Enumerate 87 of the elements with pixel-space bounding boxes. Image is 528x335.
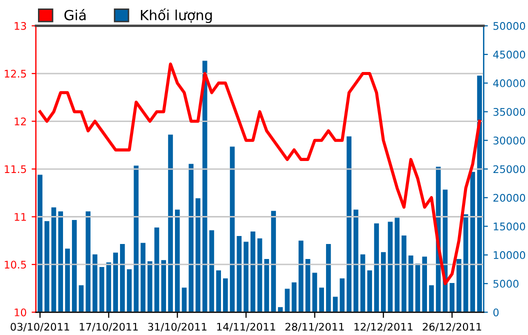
- y-tick-label: 10: [14, 308, 26, 316]
- bar: [99, 266, 104, 312]
- bar: [92, 254, 98, 312]
- bar: [360, 254, 366, 312]
- bar: [271, 210, 276, 312]
- bar: [470, 172, 476, 312]
- bar: [140, 242, 146, 312]
- legend-label: Khối lượng: [140, 8, 212, 24]
- legend-label: Giá: [64, 9, 86, 20]
- bar: [292, 282, 297, 312]
- bar: [456, 258, 462, 312]
- y2-tick-label: 15000: [494, 222, 526, 230]
- bar: [380, 252, 386, 312]
- bar: [394, 218, 400, 312]
- bar: [113, 252, 118, 312]
- bar: [58, 211, 64, 312]
- bar: [298, 240, 304, 312]
- y2-tick-label: 10000: [494, 251, 526, 260]
- bar: [51, 207, 56, 312]
- x-tick-label: 12/12/2011: [354, 322, 412, 332]
- bar: [402, 235, 406, 312]
- bar: [223, 278, 228, 312]
- bar: [230, 146, 235, 312]
- bar: [174, 210, 180, 312]
- bar: [374, 223, 379, 312]
- bar: [408, 256, 414, 312]
- bar: [284, 288, 290, 312]
- bar: [168, 134, 173, 312]
- bar: [415, 264, 420, 312]
- y-tick-label: 12.5: [4, 70, 26, 78]
- x-tick-label: 14/11/2011: [217, 322, 276, 332]
- bar: [340, 278, 345, 312]
- bar: [120, 244, 125, 312]
- bar: [44, 221, 50, 312]
- bar: [126, 269, 132, 312]
- y2-tick-label: 20000: [493, 194, 526, 202]
- y-tick-label: 12: [14, 117, 26, 126]
- bar: [278, 307, 283, 312]
- bar: [236, 236, 242, 312]
- bar: [154, 227, 160, 312]
- bar: [326, 244, 331, 312]
- bar: [86, 211, 90, 312]
- y-tick-label: 13: [14, 22, 26, 30]
- bar: [422, 256, 427, 312]
- y2-tick-label: 5000: [493, 280, 518, 288]
- y2-tick-label: 45000: [493, 50, 526, 59]
- x-tick-label: 03/10/2011: [10, 322, 70, 332]
- bar: [346, 136, 352, 312]
- bar: [429, 285, 434, 312]
- bar: [312, 272, 318, 312]
- bar: [257, 238, 262, 312]
- bar: [72, 220, 77, 312]
- bar: [450, 283, 454, 312]
- bar: [134, 166, 139, 312]
- y2-tick-label: 35000: [493, 108, 526, 116]
- bar: [161, 260, 166, 312]
- bar: [264, 258, 270, 312]
- y2-tick-label: 30000: [493, 136, 526, 144]
- bar: [38, 174, 42, 312]
- bar: [209, 230, 214, 312]
- bar: [354, 210, 358, 312]
- x-tick-label: 31/10/2011: [148, 322, 206, 332]
- bar: [182, 288, 187, 312]
- bar: [188, 164, 194, 312]
- bar: [216, 270, 221, 312]
- bar: [367, 270, 372, 312]
- bar: [250, 231, 256, 312]
- x-tick-label: 26/12/2011: [422, 322, 482, 332]
- bar: [147, 261, 152, 312]
- y2-tick-label: 0: [493, 308, 499, 316]
- x-tick-label: 28/11/2011: [285, 322, 344, 332]
- x-tick-label: 17/10/2011: [80, 322, 138, 332]
- y-tick-label: 10.5: [4, 260, 26, 269]
- y2-tick-label: 40000: [493, 79, 526, 88]
- bar: [65, 248, 70, 312]
- bar: [106, 262, 112, 312]
- y2-tick-label: 25000: [493, 165, 526, 174]
- y-tick-label: 11.5: [4, 165, 26, 174]
- bar: [196, 198, 200, 312]
- y2-tick-label: 50000: [493, 22, 526, 30]
- bar: [463, 214, 468, 312]
- y-tick-label: 11: [14, 213, 26, 221]
- bar: [244, 242, 248, 312]
- bar: [78, 285, 84, 312]
- bar: [305, 258, 310, 312]
- bar: [319, 288, 324, 312]
- bar: [388, 222, 393, 312]
